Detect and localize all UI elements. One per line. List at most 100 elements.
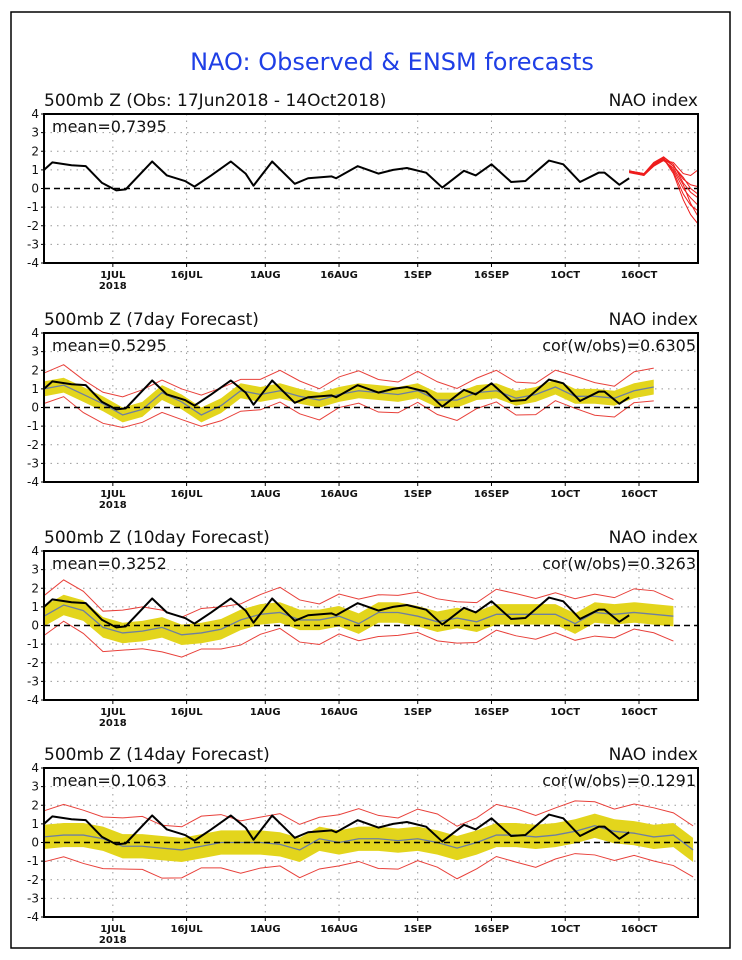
forecast-member-line: [629, 159, 699, 217]
x-tick-label: 16AUG: [320, 924, 358, 935]
x-tick-year: 2018: [99, 500, 127, 511]
ensemble-max-line: [43, 579, 674, 618]
x-tick-label: 16OCT: [621, 924, 658, 935]
forecast-member-line: [629, 156, 699, 199]
x-tick-label: 16SEP: [474, 270, 509, 281]
x-tick-label: 16SEP: [474, 489, 509, 500]
x-tick-label: 1SEP: [404, 707, 432, 718]
ensemble-mean-line: [43, 825, 694, 851]
y-tick-label: 3: [31, 780, 39, 794]
forecast-member-line: [629, 158, 699, 225]
ensemble-mean-line: [43, 384, 654, 416]
x-tick-label: 16OCT: [621, 707, 658, 718]
ensemble-max-line: [43, 800, 694, 828]
x-tick-label: 1JUL: [100, 924, 126, 935]
x-tick-label: 1SEP: [404, 489, 432, 500]
y-tick-label: 4: [31, 761, 39, 775]
observed-nao-line: [43, 159, 630, 192]
y-tick-label: 2: [31, 144, 39, 158]
y-tick-label: -2: [27, 438, 39, 452]
panel-title: 500mb Z (10day Forecast): [44, 528, 270, 548]
y-tick-label: -4: [27, 256, 39, 270]
y-tick-label: -4: [27, 910, 39, 924]
x-tick-label: 16OCT: [621, 489, 658, 500]
ensemble-mean-line: [43, 604, 674, 636]
y-tick-label: 1: [31, 817, 39, 831]
y-tick-label: 3: [31, 563, 39, 577]
observed-nao-line: [43, 596, 630, 629]
plot-frame: [43, 113, 699, 264]
plot-frame: [43, 767, 699, 918]
x-tick-label: 1AUG: [250, 924, 281, 935]
panel-title: 500mb Z (7day Forecast): [44, 310, 259, 330]
panel-title: 500mb Z (Obs: 17Jun2018 - 14Oct2018): [44, 91, 386, 111]
correlation-annotation: cor(w/obs)=0.3263: [542, 554, 696, 573]
panel-right-title: NAO index: [609, 528, 698, 548]
x-tick-label: 16JUL: [171, 707, 204, 718]
observed-nao-line: [43, 813, 630, 846]
x-tick-label: 16SEP: [474, 924, 509, 935]
y-tick-label: 0: [31, 619, 39, 633]
y-tick-label: -3: [27, 237, 39, 251]
y-tick-label: 4: [31, 544, 39, 558]
x-tick-label: 1AUG: [250, 707, 281, 718]
y-tick-label: 0: [31, 836, 39, 850]
ensemble-min-line: [43, 620, 674, 658]
observed-nao-line: [43, 378, 630, 411]
ensemble-min-line: [43, 396, 654, 429]
figure-frame: [10, 11, 731, 949]
y-tick-label: 1: [31, 600, 39, 614]
x-tick-label: 1SEP: [404, 924, 432, 935]
y-tick-label: -3: [27, 674, 39, 688]
mean-annotation: mean=0.3252: [52, 554, 167, 573]
y-tick-label: 2: [31, 363, 39, 377]
y-tick-label: -3: [27, 456, 39, 470]
ensemble-spread-band: [44, 813, 694, 863]
x-tick-label: 1OCT: [550, 924, 580, 935]
y-tick-label: -1: [27, 637, 39, 651]
y-tick-label: 2: [31, 798, 39, 812]
mean-annotation: mean=0.5295: [52, 336, 167, 355]
panel-right-title: NAO index: [609, 310, 698, 330]
y-tick-label: 0: [31, 182, 39, 196]
y-tick-label: -2: [27, 656, 39, 670]
ensemble-min-line: [43, 853, 694, 880]
x-tick-label: 1AUG: [250, 270, 281, 281]
panel-right-title: NAO index: [609, 91, 698, 111]
x-tick-label: 1JUL: [100, 707, 126, 718]
y-tick-label: 3: [31, 126, 39, 140]
y-tick-label: 3: [31, 345, 39, 359]
x-tick-label: 16JUL: [171, 924, 204, 935]
panel-0: 500mb Z (Obs: 17Jun2018 - 14Oct2018) NAO …: [27, 91, 699, 292]
y-tick-label: 2: [31, 581, 39, 595]
panel-1: 500mb Z (7day Forecast) NAO index 1JUL2018…: [27, 310, 699, 511]
y-tick-label: 4: [31, 107, 39, 121]
x-tick-label: 1JUL: [100, 270, 126, 281]
panel-3: 500mb Z (14day Forecast) NAO index1JUL201…: [27, 745, 699, 946]
x-tick-label: 16OCT: [621, 270, 658, 281]
x-tick-label: 1OCT: [550, 270, 580, 281]
correlation-annotation: cor(w/obs)=0.1291: [542, 771, 696, 790]
ensemble-spread-band: [44, 377, 654, 423]
panel-right-title: NAO index: [609, 745, 698, 765]
correlation-annotation: cor(w/obs)=0.6305: [542, 336, 696, 355]
mean-annotation: mean=0.1063: [52, 771, 167, 790]
x-tick-label: 16AUG: [320, 489, 358, 500]
x-tick-label: 16AUG: [320, 270, 358, 281]
x-tick-year: 2018: [99, 281, 127, 292]
x-tick-label: 1JUL: [100, 489, 126, 500]
x-tick-label: 16SEP: [474, 707, 509, 718]
y-tick-label: -2: [27, 219, 39, 233]
y-tick-label: 4: [31, 326, 39, 340]
y-tick-label: -3: [27, 891, 39, 905]
forecast-member-line: [629, 156, 699, 195]
x-tick-label: 1AUG: [250, 489, 281, 500]
x-tick-label: 16JUL: [171, 270, 204, 281]
panel-2: 500mb Z (10day Forecast) NAO index 1JUL 2 0 1…: [27, 528, 699, 729]
plot-frame: [43, 550, 699, 701]
x-tick-year: 2018: [99, 935, 127, 946]
y-tick-label: -2: [27, 873, 39, 887]
panel-title: 500mb Z (14day Forecast): [44, 745, 270, 765]
x-tick-label: 1SEP: [404, 270, 432, 281]
